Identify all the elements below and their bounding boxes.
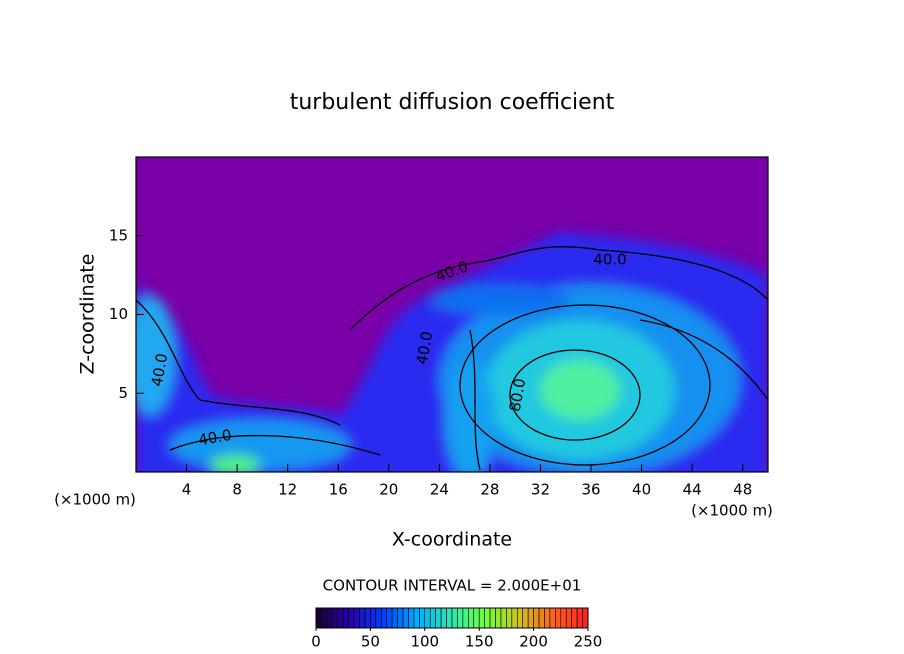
colorbar-cell (495, 607, 502, 629)
contour-label: 40.0 (148, 352, 172, 388)
x-unit-label: (×1000 m) (691, 502, 773, 520)
colorbar-cell (380, 607, 388, 629)
x-tick-label: 4 (182, 481, 192, 499)
colorbar-cell (359, 607, 366, 629)
colorbar-cell (419, 607, 426, 629)
y-tick-label: 10 (109, 305, 128, 323)
x-axis-label: X-coordinate (392, 529, 512, 551)
x-tick-label: 24 (430, 481, 449, 499)
colorbar-cell (527, 607, 534, 629)
colorbar-cell (424, 607, 431, 629)
colorbar-cell (478, 607, 485, 629)
colorbar-cell (315, 607, 322, 629)
colorbar-cell (516, 607, 524, 629)
colorbar-cell (353, 607, 360, 629)
x-tick-label: 28 (480, 481, 499, 499)
chart-title: turbulent diffusion coefficient (290, 90, 615, 115)
colorbar-cell (565, 607, 572, 629)
contour-label: 40.0 (593, 251, 626, 269)
x-tick-label: 44 (683, 481, 702, 499)
colorbar-cell (560, 607, 567, 629)
colorbar-cell (391, 607, 398, 629)
colorbar-cell (435, 607, 442, 629)
colorbar-cell (402, 607, 409, 629)
colorbar-tick-label: 250 (574, 633, 603, 651)
field (136, 157, 768, 472)
colorbar-cell (337, 607, 344, 629)
contour-label: 40.0 (197, 426, 233, 450)
colorbar-tick-label: 150 (465, 633, 494, 651)
y-tick-label: 15 (109, 226, 128, 244)
colorbar-cell (342, 607, 349, 629)
y-tick-label: 5 (118, 384, 128, 402)
colorbar-cell (473, 607, 480, 629)
colorbar-cell (576, 607, 583, 629)
colorbar-cell (446, 607, 453, 629)
colorbar-cell (500, 607, 507, 629)
colorbar-cell (457, 607, 464, 629)
colorbar-cell (506, 607, 513, 629)
x-tick-label: 32 (531, 481, 550, 499)
colorbar-cell (511, 607, 518, 629)
colorbar-cell (462, 607, 469, 629)
colorbar-tick-label: 0 (311, 633, 321, 651)
x-tick-label: 48 (733, 481, 752, 499)
contour-label: 40.0 (413, 330, 437, 366)
colorbar-cell (571, 607, 578, 629)
colorbar-cell (522, 607, 529, 629)
contour-interval: CONTOUR INTERVAL = 2.000E+01 (323, 577, 582, 595)
colorbar-cell (538, 607, 545, 629)
colorbar-tick-label: 50 (361, 633, 380, 651)
colorbar-cell (582, 607, 589, 629)
x-tick-label: 36 (581, 481, 600, 499)
colorbar-cell (326, 607, 333, 629)
colorbar-tick-label: 200 (519, 633, 548, 651)
colorbar-cell (332, 607, 339, 629)
colorbar-cell (364, 607, 371, 629)
colorbar-cell (375, 607, 382, 629)
colorbar-cell (533, 607, 540, 629)
colorbar-cell (397, 607, 404, 629)
colorbar-cell (413, 607, 420, 629)
contour-label: 80.0 (506, 377, 530, 413)
colorbar-cell (408, 607, 415, 629)
x-unit-label: (×1000 m) (54, 491, 136, 509)
x-tick-label: 16 (329, 481, 348, 499)
colorbar-tick-label: 100 (410, 633, 439, 651)
colorbar-frame (315, 607, 589, 629)
colorbar-cell (370, 607, 377, 629)
colorbar-cell (544, 607, 551, 629)
x-tick-label: 40 (632, 481, 651, 499)
colorbar-cell (386, 607, 393, 629)
colorbar-cell (451, 607, 458, 629)
colorbar-cell (348, 607, 355, 629)
colorbar-cell (468, 607, 475, 629)
colorbar-cell (321, 607, 328, 629)
colorbar-cell (549, 607, 556, 629)
x-tick-label: 20 (379, 481, 398, 499)
y-axis-label: Z-coordinate (77, 254, 99, 375)
x-tick-label: 12 (278, 481, 297, 499)
colorbar-cell (555, 607, 562, 629)
x-tick-label: 8 (232, 481, 242, 499)
colorbar-cell (484, 607, 491, 629)
colorbar-cell (429, 607, 436, 629)
colorbar-cell (440, 607, 447, 629)
colorbar-cell (489, 607, 496, 629)
